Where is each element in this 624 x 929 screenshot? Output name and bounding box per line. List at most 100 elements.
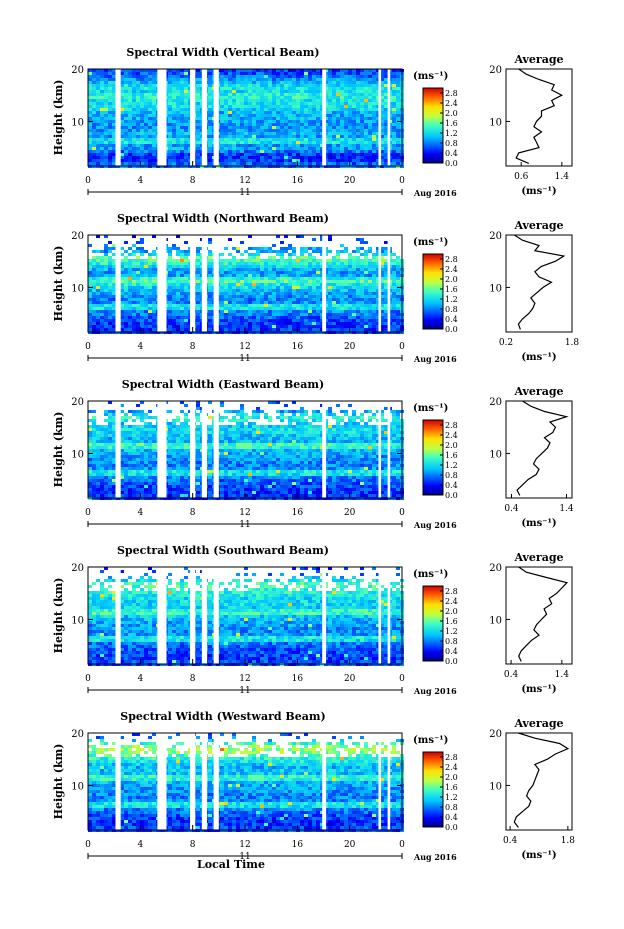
profile-x-tick-label: 1.8 [561,836,576,846]
x-tick-label: 0 [399,176,405,186]
profile-frame [505,566,573,665]
data-gap [115,401,121,498]
panel-2: Spectral Width (Northward Beam) 20 10 Heigh… [52,212,579,364]
y-axis-label: Height (km) [52,578,65,654]
colorbar-tick-label: 2.4 [445,431,458,440]
data-gap [115,69,121,166]
profile-line [516,400,569,496]
colorbar [422,419,444,496]
x-tick-label: 16 [292,508,304,518]
x-tick-label: 12 [239,342,250,352]
profile-x-label: (ms⁻¹) [521,850,556,861]
average-profile: Average 20 10 0.2 1.8 (ms⁻¹) [489,219,579,363]
heatmap [88,733,404,832]
heatmap [88,401,404,500]
date-label: Aug 2016 [413,188,457,198]
profile-frame [505,234,573,333]
x-tick-label: 16 [292,342,304,352]
panel-5: Spectral Width (Westward Beam) 20 10 Height… [52,710,575,871]
x-tick-label: 8 [190,176,196,186]
x-tick-label: 8 [190,840,196,850]
data-gap [115,567,121,664]
profile-x-tick-label: 1.4 [555,172,570,182]
data-gap [213,733,219,830]
colorbar-tick-label: 1.6 [445,451,458,460]
x-tick-label: 12 [239,840,250,850]
colorbar-tick-label: 1.2 [445,295,458,304]
date-day: 11 [239,520,250,530]
colorbar-unit: (ms⁻¹) [413,735,448,746]
profile-title: Average [513,219,563,232]
profile-title: Average [513,717,563,730]
profile-y-tick-label: 20 [489,65,502,76]
colorbar-tick-label: 2.0 [445,441,458,450]
profile-x-tick-label: 1.4 [555,670,570,680]
colorbar-tick-label: 0.4 [445,481,458,490]
data-gap [115,733,121,830]
date-day: 11 [239,354,250,364]
x-tick-label: 4 [137,342,143,352]
data-gap [201,69,208,166]
colorbar-tick-label: 0.8 [445,471,458,480]
panel-1: Spectral Width (Vertical Beam) 20 10 Height… [52,46,573,198]
data-gap [378,401,382,498]
colorbar-tick-label: 2.8 [445,587,458,596]
profile-title: Average [513,385,563,398]
colorbar-tick-label: 0.8 [445,139,458,148]
x-tick-label: 20 [344,508,356,518]
colorbar-tick-label: 0.8 [445,803,458,812]
average-profile: Average 20 10 0.6 1.4 (ms⁻¹) [489,53,573,197]
data-gap [157,567,167,664]
data-gap [378,69,382,166]
heatmap [88,69,404,168]
panel-title: Spectral Width (Vertical Beam) [126,46,319,59]
x-tick-label: 16 [292,840,304,850]
colorbar-tick-label: 0.0 [445,325,458,334]
date-label: Aug 2016 [413,852,457,862]
y-tick-label: 20 [71,563,84,574]
y-tick-label: 20 [71,729,84,740]
colorbar-tick-label: 0.4 [445,647,458,656]
profile-x-tick-label: 0.4 [504,670,519,680]
y-tick-label: 10 [71,449,84,460]
profile-x-label: (ms⁻¹) [521,186,556,197]
heatmap [88,235,404,334]
colorbar-tick-label: 2.8 [445,421,458,430]
x-tick-label: 12 [239,508,250,518]
average-profile: Average 20 10 0.4 1.8 (ms⁻¹) [489,717,575,861]
profile-y-tick-label: 10 [489,615,502,626]
x-tick-label: 4 [137,176,143,186]
data-gap [322,733,327,830]
data-gap [378,235,382,332]
profile-title: Average [513,551,563,564]
data-gap [387,733,391,830]
profile-line [513,234,566,330]
panel-4: Spectral Width (Southward Beam) 20 10 Heigh… [52,544,573,696]
x-tick-label: 16 [292,674,304,684]
profile-y-tick-label: 20 [489,563,502,574]
data-gap [322,567,327,664]
y-tick-label: 10 [71,615,84,626]
colorbar-tick-label: 1.6 [445,285,458,294]
profile-frame [505,732,573,831]
data-gap [157,733,167,830]
colorbar-unit: (ms⁻¹) [413,71,448,82]
profile-x-tick-label: 0.4 [504,504,519,514]
colorbar-tick-label: 2.8 [445,89,458,98]
data-gap [190,235,196,332]
data-gap [387,69,391,166]
colorbar-tick-label: 2.8 [445,255,458,264]
profile-x-tick-label: 1.8 [565,338,580,348]
data-gap [190,69,196,166]
average-profile: Average 20 10 0.4 1.4 (ms⁻¹) [489,551,573,695]
data-gap [201,401,208,498]
x-axis-label: Local Time [197,858,265,871]
data-gap [387,235,391,332]
data-gap [190,733,196,830]
y-axis-label: Height (km) [52,246,65,322]
profile-x-label: (ms⁻¹) [521,684,556,695]
date-day: 11 [239,852,250,862]
data-gap [378,733,382,830]
